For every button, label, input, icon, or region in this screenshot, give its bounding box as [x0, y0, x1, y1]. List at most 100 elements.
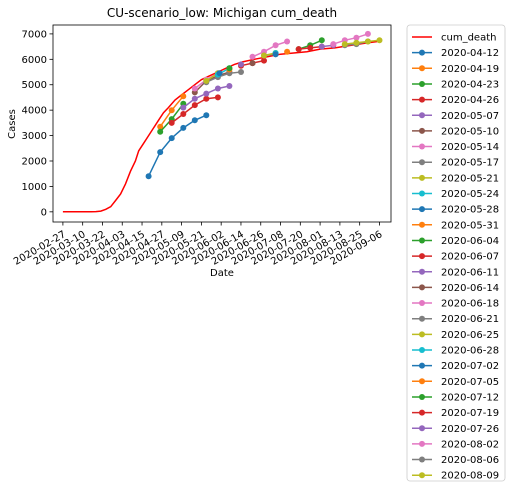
legend-label: 2020-06-11	[441, 267, 499, 278]
legend-marker	[419, 143, 425, 150]
data-point-2020-08-09	[341, 41, 348, 48]
data-point-2020-08-02	[330, 41, 337, 48]
legend-marker	[419, 190, 425, 197]
data-point-2020-04-26	[214, 94, 221, 101]
x-axis: 2020-02-272020-03-102020-03-222020-04-03…	[12, 222, 384, 268]
legend-marker	[419, 49, 425, 56]
legend-label: 2020-08-06	[441, 455, 499, 466]
legend-marker	[419, 221, 425, 228]
data-point-2020-05-07	[191, 95, 198, 102]
legend-label: 2020-04-23	[441, 79, 499, 90]
series-line-2020-08-02	[333, 33, 369, 45]
data-point-2020-06-18	[284, 38, 291, 45]
legend-label: 2020-06-18	[441, 299, 499, 310]
legend-label: 2020-07-19	[441, 408, 499, 419]
series-line-2020-05-17	[205, 71, 242, 83]
y-tick-label: 6000	[22, 55, 47, 66]
data-point-2020-05-07	[180, 104, 187, 111]
data-point-2020-05-17	[238, 69, 244, 75]
legend-marker	[419, 347, 425, 353]
y-axis: 0 1000 2000 3000 4000 5000 6000 7000	[22, 29, 53, 218]
legend-marker	[419, 127, 425, 134]
data-point-2020-05-07	[226, 83, 233, 89]
legend-marker	[419, 284, 425, 291]
legend-marker	[419, 472, 425, 479]
series-line-2020-06-18	[252, 40, 288, 58]
legend-label: 2020-06-21	[441, 314, 499, 325]
y-tick-label: 1000	[22, 182, 47, 193]
series-line-2020-08-09	[344, 39, 380, 45]
y-tick-label: 3000	[22, 131, 47, 142]
y-tick-label: 2000	[22, 156, 47, 167]
legend-label: 2020-05-07	[441, 111, 499, 122]
data-point-2020-05-14	[191, 85, 198, 92]
data-point-2020-06-18	[249, 53, 256, 60]
legend-marker	[419, 159, 425, 166]
data-point-2020-08-09	[353, 39, 360, 46]
series-line-2020-04-12	[147, 114, 207, 177]
data-point-2020-04-12	[180, 124, 187, 131]
legend-marker	[419, 300, 425, 307]
data-point-2020-08-02	[353, 34, 360, 41]
data-point-2020-04-19	[157, 123, 164, 130]
legend-label: 2020-07-02	[441, 361, 499, 372]
legend-label: cum_death	[441, 33, 496, 44]
series-layer	[62, 30, 383, 213]
legend-label: 2020-08-09	[441, 471, 499, 482]
legend-marker	[419, 112, 425, 119]
data-point-2020-05-07	[214, 85, 221, 92]
data-point-2020-05-28	[216, 70, 223, 77]
data-point-2020-06-11	[238, 61, 244, 68]
data-point-2020-08-09	[376, 37, 383, 44]
y-tick-label: 5000	[22, 80, 47, 91]
data-point-2020-06-04	[226, 65, 233, 72]
legend: cum_death 2020-04-12 2020-04-19 2020-04-23 2…	[406, 24, 506, 482]
plot-frame	[52, 24, 392, 223]
legend-label: 2020-06-04	[441, 236, 499, 247]
data-point-2020-05-21	[203, 77, 210, 84]
legend-marker	[419, 393, 425, 400]
legend-marker	[419, 174, 425, 181]
data-point-2020-04-26	[191, 102, 198, 109]
data-point-2020-04-26	[168, 119, 175, 126]
data-point-2020-05-07	[203, 90, 210, 97]
data-point-2020-06-25	[261, 52, 267, 59]
chart-title: CU-scenario_low: Michigan cum_death	[107, 6, 337, 20]
data-point-2020-04-12	[191, 117, 198, 124]
x-axis-label: Date	[210, 268, 234, 279]
data-point-2020-04-12	[145, 173, 152, 180]
legend-label: 2020-06-25	[441, 330, 499, 341]
data-point-2020-07-26	[318, 43, 325, 50]
legend-label: 2020-08-02	[441, 439, 499, 450]
legend-marker	[419, 362, 425, 369]
legend-label: 2020-06-14	[441, 283, 499, 294]
data-point-2020-04-12	[203, 112, 210, 119]
legend-marker	[419, 237, 425, 244]
y-tick-label: 0	[41, 207, 47, 218]
data-point-2020-04-23	[157, 128, 164, 135]
legend-box	[406, 24, 506, 482]
legend-marker	[419, 409, 425, 416]
data-point-2020-04-26	[203, 95, 210, 102]
legend-marker	[419, 331, 425, 338]
legend-label: 2020-07-12	[441, 392, 499, 403]
legend-label: 2020-05-28	[441, 205, 499, 216]
data-point-2020-06-14	[249, 60, 256, 67]
legend-label: 2020-06-07	[441, 252, 499, 263]
data-point-2020-06-07	[261, 57, 267, 64]
data-point-2020-07-12	[318, 37, 325, 44]
data-point-2020-04-19	[180, 93, 187, 100]
data-point-2020-04-12	[157, 149, 164, 156]
series-line-observed	[62, 40, 378, 213]
legend-marker	[419, 456, 425, 463]
legend-marker	[419, 206, 425, 213]
legend-marker	[419, 378, 425, 385]
data-point-2020-04-19	[168, 107, 175, 114]
legend-marker	[419, 315, 425, 322]
data-point-2020-08-02	[364, 30, 371, 37]
legend-label: 2020-04-26	[441, 95, 499, 106]
legend-label: 2020-05-21	[441, 173, 499, 184]
series-line-2020-05-10	[194, 71, 230, 93]
y-tick-label: 4000	[22, 106, 47, 117]
